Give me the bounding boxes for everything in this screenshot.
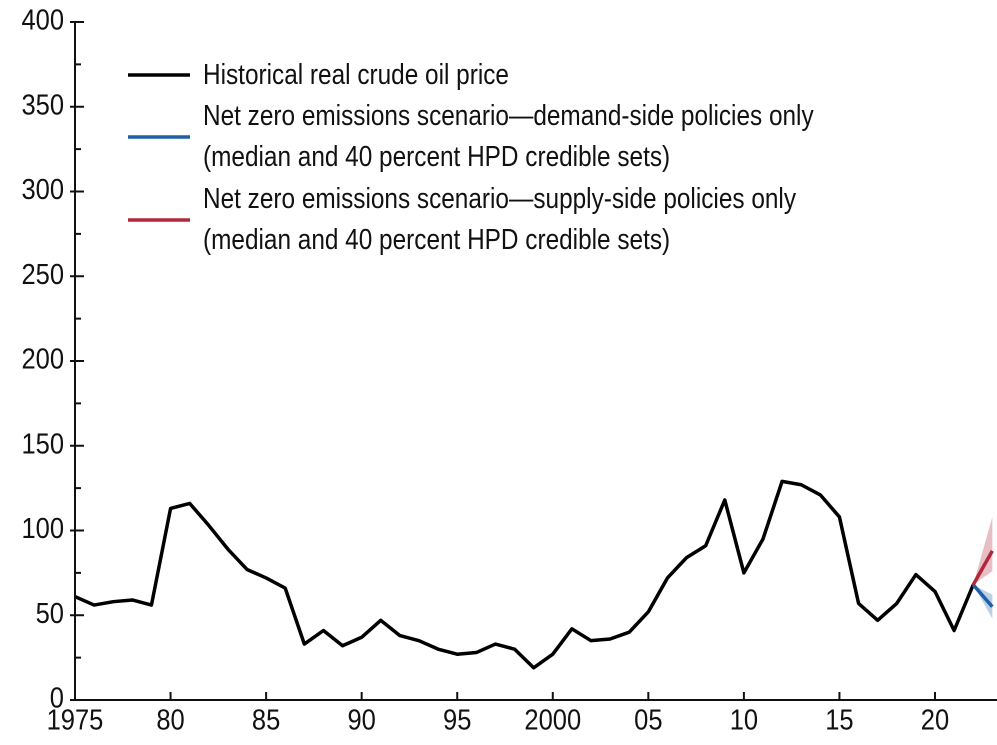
x-tick-label: 80 bbox=[156, 703, 184, 736]
x-tick-label: 15 bbox=[825, 703, 853, 736]
legend-label: Net zero emissions scenario—demand-side … bbox=[203, 100, 814, 173]
legend-label: Net zero emissions scenario—supply-side … bbox=[203, 183, 797, 256]
x-tick-label: 10 bbox=[730, 703, 758, 736]
x-tick-label: 2000 bbox=[524, 703, 581, 736]
y-tick-label: 150 bbox=[21, 427, 64, 460]
x-tick-label: 85 bbox=[252, 703, 280, 736]
series-line bbox=[75, 479, 975, 670]
series-line bbox=[971, 583, 994, 608]
y-tick-label: 0 bbox=[50, 681, 64, 714]
x-tick-label: 05 bbox=[634, 703, 662, 736]
y-tick-label: 250 bbox=[21, 257, 64, 290]
x-tick-label: 1975 bbox=[47, 703, 104, 736]
x-tick-label: 95 bbox=[443, 703, 471, 736]
x-tick-label: 90 bbox=[347, 703, 375, 736]
y-tick-label: 200 bbox=[21, 342, 64, 375]
legend-label: Historical real crude oil price bbox=[203, 59, 509, 91]
y-tick-label: 350 bbox=[21, 88, 64, 121]
credible-band bbox=[973, 516, 993, 585]
y-tick-label: 50 bbox=[36, 596, 64, 629]
y-tick-label: 400 bbox=[21, 3, 64, 36]
y-tick-label: 300 bbox=[21, 173, 64, 206]
x-tick-label: 20 bbox=[921, 703, 949, 736]
credible-band bbox=[973, 584, 993, 619]
y-tick-label: 100 bbox=[21, 512, 64, 545]
series-line bbox=[971, 549, 994, 586]
